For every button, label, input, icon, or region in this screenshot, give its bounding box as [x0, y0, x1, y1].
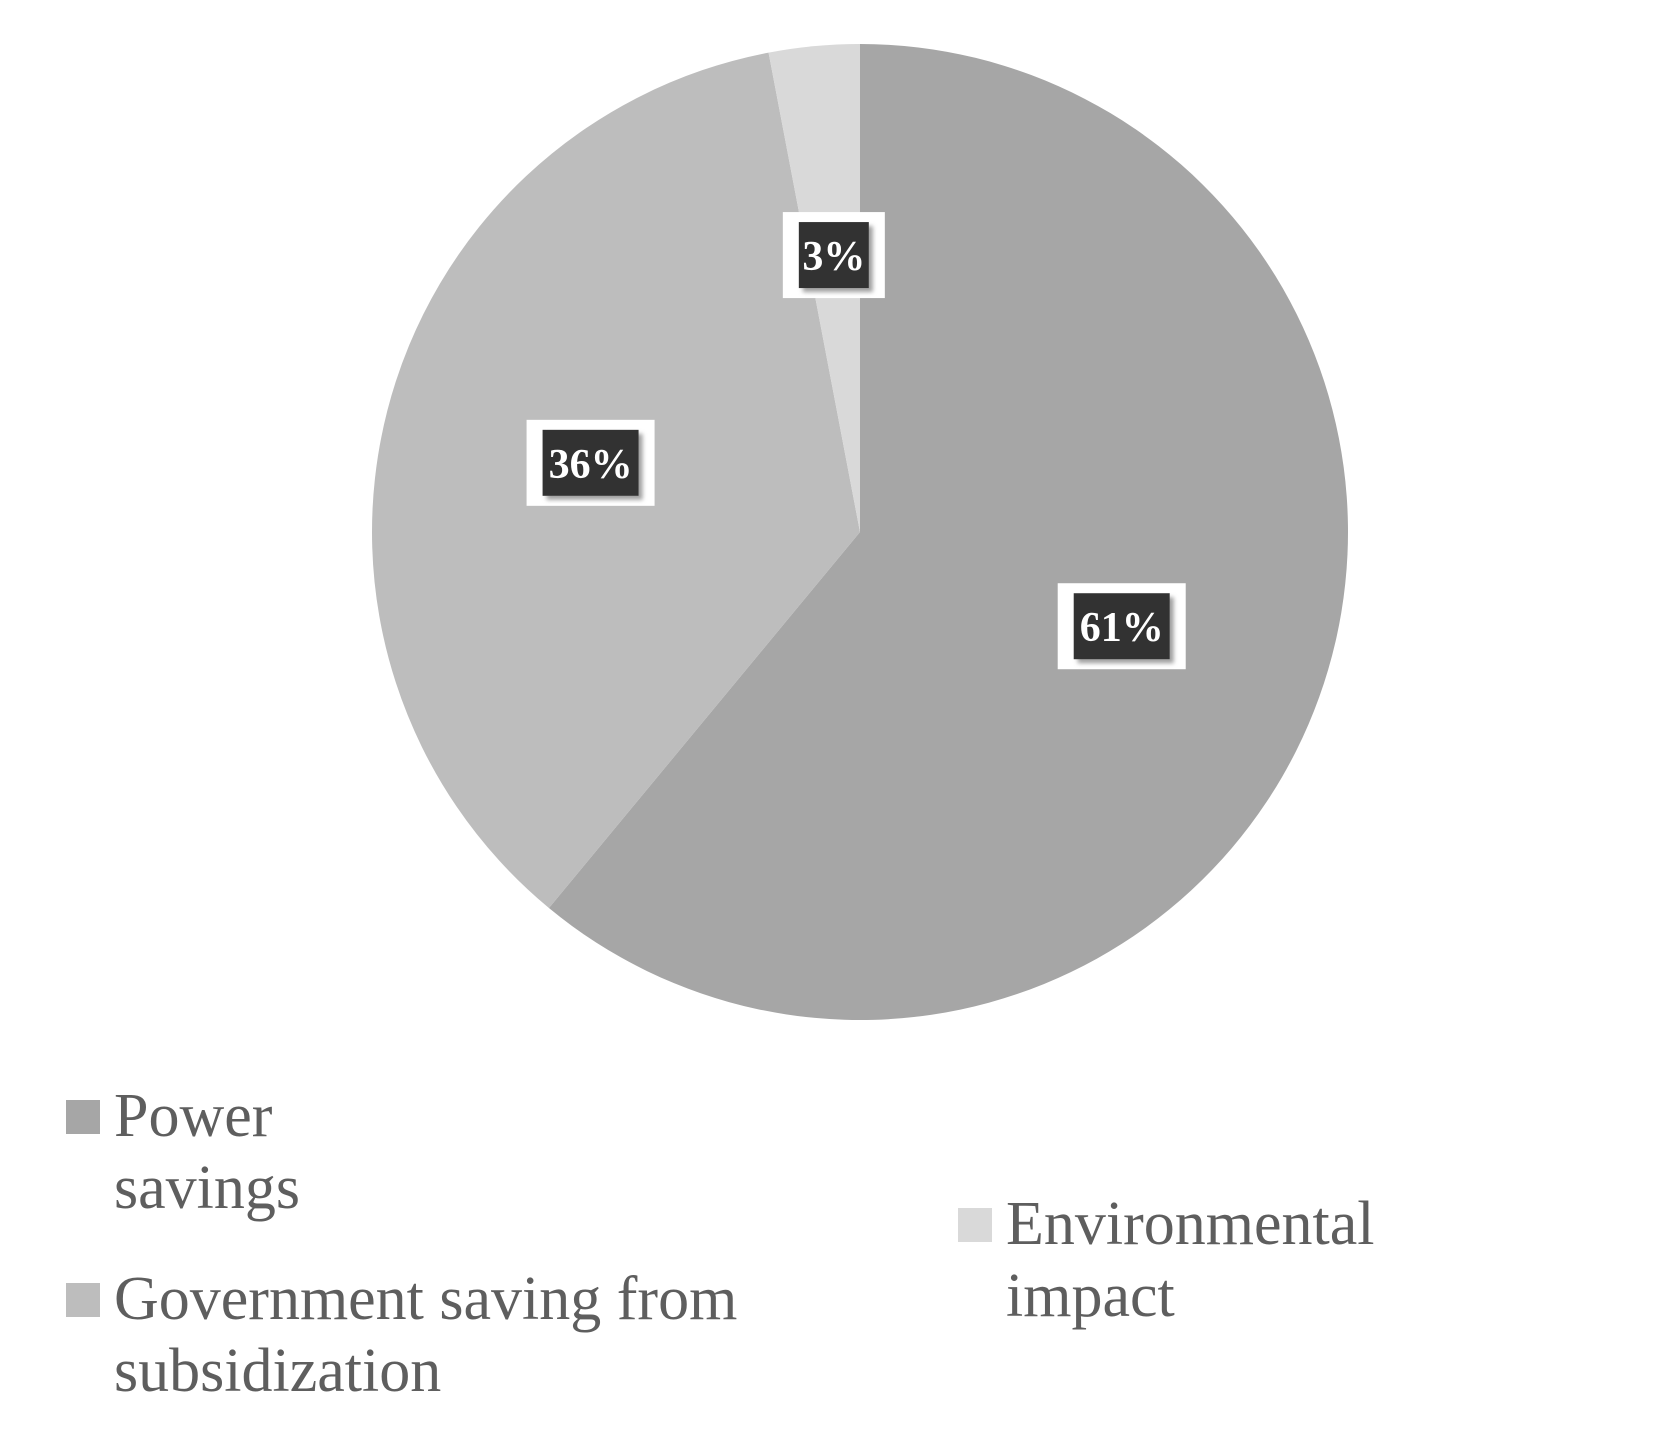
data-label-box [542, 429, 639, 496]
data-label-text: 3% [802, 234, 865, 280]
legend-swatch-government-saving [66, 1283, 100, 1317]
legend-label-power-savings: Power savings [114, 1082, 300, 1222]
data-label-box [798, 222, 869, 289]
legend-swatch-environmental-impact [958, 1208, 992, 1242]
legend-item-environmental-impact: Environmental impact [958, 1188, 1374, 1332]
legend-label-government-saving: Government saving from subsidization [114, 1265, 738, 1405]
legend-item-government-saving: Government saving from subsidization [66, 1263, 846, 1407]
legend-item-power-savings: Power savings [66, 1080, 300, 1224]
data-label-box [1073, 593, 1170, 660]
data-label-environmental-impact: 3% [782, 212, 885, 299]
pie-slice-power-savings [548, 44, 1348, 1021]
legend-swatch-power-savings [66, 1100, 100, 1134]
data-label-government-saving-from-subsidization: 36% [526, 419, 655, 506]
data-label-text: 61% [1080, 605, 1164, 651]
data-label-power-savings: 61% [1057, 583, 1186, 670]
legend-label-environmental-impact: Environmental impact [1006, 1190, 1375, 1330]
data-label-text: 36% [549, 442, 633, 488]
